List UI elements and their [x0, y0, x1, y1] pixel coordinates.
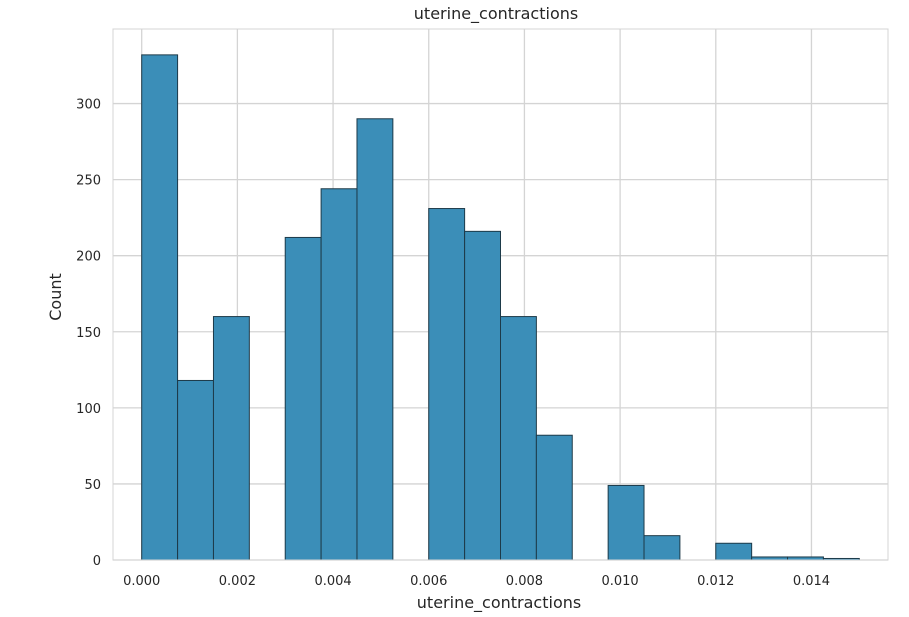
x-tick-label: 0.006 — [410, 574, 447, 589]
y-tick-label: 300 — [76, 98, 101, 113]
x-tick-label: 0.002 — [219, 574, 256, 589]
y-tick-label: 250 — [76, 174, 101, 189]
histogram-bar — [643, 535, 681, 561]
histogram-bar — [356, 118, 394, 561]
x-tick-label: 0.012 — [697, 574, 734, 589]
y-axis-label: Count — [46, 273, 65, 321]
histogram-bars — [141, 54, 860, 561]
y-tick-label: 150 — [76, 326, 101, 341]
y-tick-label: 50 — [84, 478, 101, 493]
x-tick-label: 0.004 — [314, 574, 351, 589]
x-tick-label: 0.014 — [793, 574, 830, 589]
y-tick-label: 200 — [76, 250, 101, 265]
y-tick-label: 100 — [76, 402, 101, 417]
x-tick-label: 0.000 — [123, 574, 160, 589]
histogram-bar — [715, 542, 753, 561]
x-tick-labels: 0.000 0.002 0.004 0.006 0.008 0.010 0.012 0.014 — [123, 574, 830, 589]
histogram-bar — [320, 188, 358, 561]
histogram-bar — [607, 484, 645, 561]
x-tick-label: 0.008 — [506, 574, 543, 589]
histogram-bar — [141, 54, 179, 561]
x-axis-label: uterine_contractions — [417, 593, 581, 613]
y-tick-labels: 0 50 100 150 200 250 300 — [76, 98, 101, 569]
histogram-bar — [464, 230, 501, 561]
histogram-bar — [428, 208, 466, 561]
histogram-bar — [212, 316, 250, 561]
histogram-bar — [535, 434, 573, 561]
x-tick-label: 0.010 — [601, 574, 638, 589]
y-tick-label: 0 — [93, 554, 101, 569]
plot-frame — [112, 28, 889, 561]
histogram-bar — [284, 236, 322, 561]
histogram-bar — [177, 379, 214, 561]
chart-title: uterine_contractions — [414, 4, 578, 24]
histogram-bar — [500, 316, 537, 561]
